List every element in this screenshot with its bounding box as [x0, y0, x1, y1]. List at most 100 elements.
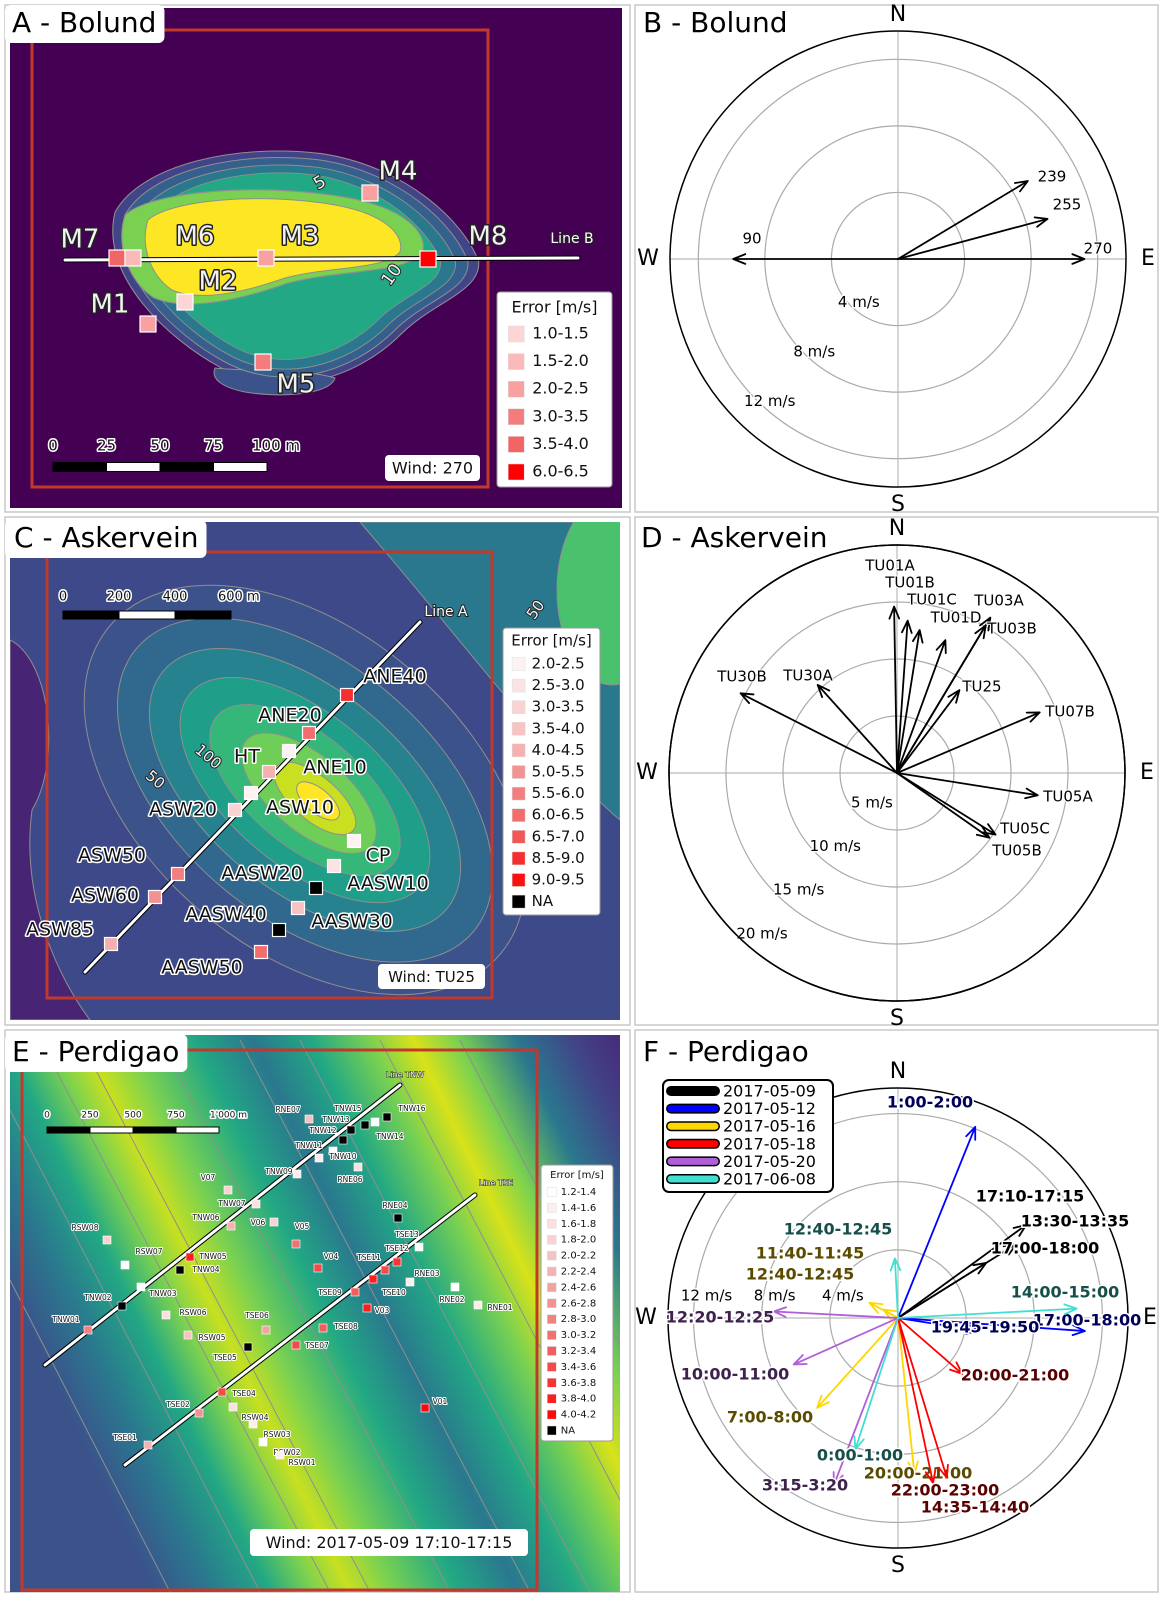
scale-label: 400	[163, 590, 188, 605]
station-label: ASW60	[71, 885, 139, 907]
station-label: TNW15	[333, 1104, 361, 1113]
ring-label: 8 m/s	[793, 342, 835, 360]
arrow-label: 3:15-3:20	[762, 1476, 848, 1495]
station-marker	[224, 1186, 232, 1194]
legend-swatch	[547, 1251, 556, 1260]
legend-swatch	[547, 1267, 556, 1276]
legend-label: NA	[532, 892, 554, 910]
arrow-label: TU05C	[999, 820, 1050, 838]
station-label: AASW50	[161, 957, 243, 979]
scale-label: 200	[107, 590, 132, 605]
station-marker	[252, 1200, 260, 1208]
legend-swatch	[547, 1347, 556, 1356]
station-marker	[362, 185, 378, 201]
arrow-label: TU30A	[782, 667, 833, 685]
station-label: RSW05	[199, 1333, 226, 1342]
transect-label: Line TNW	[386, 1071, 424, 1080]
figure: Line B5100255075100 mM4M7M6M3M8M2M1M5Err…	[0, 0, 1163, 1597]
station-marker	[315, 1154, 323, 1162]
legend-swatch	[508, 436, 524, 452]
legend-swatch	[512, 722, 525, 735]
legend-label: 3.2-3.4	[561, 1346, 596, 1357]
arrow-label: 17:10-17:15	[976, 1187, 1085, 1206]
legend-swatch	[547, 1283, 556, 1292]
wind-arrow	[854, 1318, 898, 1449]
station-marker	[105, 938, 118, 951]
station-marker	[227, 1222, 235, 1230]
station-label: TSE13	[394, 1230, 419, 1239]
ring-label: 10 m/s	[810, 837, 862, 855]
compass-label: S	[891, 1553, 905, 1578]
wind-label: Wind: 2017-05-09 17:10-17:15	[266, 1533, 513, 1552]
station-marker	[218, 1388, 226, 1396]
station-marker	[184, 1331, 192, 1339]
station-label: AASW40	[185, 904, 267, 926]
station-marker	[420, 251, 436, 267]
arrow-label: 12:40-12:45	[784, 1220, 893, 1239]
wind-arrow	[897, 625, 986, 773]
legend-swatch	[512, 701, 525, 714]
station-label: AASW10	[347, 873, 429, 895]
legend-swatch	[512, 809, 525, 822]
legend-swatch	[512, 830, 525, 843]
legend-label: 2017-05-20	[723, 1152, 816, 1171]
station-marker	[305, 1115, 313, 1123]
station-marker	[363, 1304, 371, 1312]
station-label: TSE05	[212, 1353, 237, 1362]
legend-swatch	[512, 895, 525, 908]
station-label: M7	[61, 225, 100, 255]
transect-label: Line TSE	[479, 1179, 513, 1188]
legend-label: 2017-05-12	[723, 1099, 816, 1118]
station-marker	[283, 745, 296, 758]
arrow-label: TU01A	[864, 557, 915, 575]
legend-label: 6.5-7.0	[532, 827, 585, 845]
station-marker	[84, 1326, 92, 1334]
legend-swatch	[508, 464, 524, 480]
scale-segment	[53, 463, 107, 472]
station-label: TSE10	[381, 1288, 406, 1297]
wind-arrow	[817, 1318, 898, 1408]
ring-label: 4 m/s	[838, 293, 880, 311]
legend-title: Error [m/s]	[511, 632, 592, 650]
legend-swatch	[547, 1219, 556, 1228]
legend-label: 1.6-1.8	[561, 1219, 596, 1230]
legend-label: 8.5-9.0	[532, 849, 585, 867]
station-label: RNE07	[275, 1105, 300, 1114]
legend-label: 3.0-3.5	[532, 406, 589, 425]
wind-label: Wind: TU25	[388, 968, 475, 986]
station-marker	[144, 1441, 152, 1449]
station-marker	[172, 868, 185, 881]
station-marker	[125, 250, 141, 266]
arrow-label: TU03A	[973, 592, 1024, 610]
scale-segment	[133, 1127, 176, 1133]
legend-label: 2.0-2.2	[561, 1251, 596, 1262]
legend-label: 5.0-5.5	[532, 763, 585, 781]
legend-label: 4.0-4.5	[532, 741, 585, 759]
station-marker	[177, 294, 193, 310]
panel-title: E - Perdigao	[12, 1035, 179, 1068]
arrow-label: TU07B	[1044, 703, 1095, 721]
station-marker	[245, 787, 258, 800]
legend-swatch	[512, 658, 525, 671]
scale-segment	[107, 463, 161, 472]
station-label: TNW16	[397, 1104, 425, 1113]
station-label: TSE07	[304, 1341, 329, 1350]
legend-label: 9.0-9.5	[532, 871, 585, 889]
station-marker	[314, 1264, 322, 1272]
scale-segment	[175, 611, 231, 619]
station-marker	[270, 1218, 278, 1226]
station-marker	[361, 1121, 369, 1129]
station-marker	[258, 250, 274, 266]
station-marker	[229, 1403, 237, 1411]
station-marker	[293, 1170, 301, 1178]
station-marker	[292, 902, 305, 915]
legend-label: 1.5-2.0	[532, 351, 589, 370]
legend-label: 2.0-2.5	[532, 655, 585, 673]
ring-label: 12 m/s	[744, 392, 796, 410]
station-marker	[255, 354, 271, 370]
compass-label: W	[635, 1305, 657, 1330]
scale-segment	[47, 1127, 90, 1133]
legend-swatch	[512, 744, 525, 757]
panel-title: C - Askervein	[14, 521, 198, 554]
legend-title: Error [m/s]	[550, 1170, 604, 1181]
